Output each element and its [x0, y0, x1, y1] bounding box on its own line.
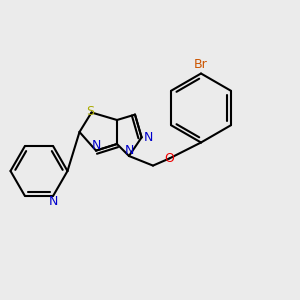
- Text: O: O: [165, 152, 174, 165]
- Text: N: N: [125, 144, 134, 157]
- Text: Br: Br: [194, 58, 208, 71]
- Text: N: N: [144, 131, 154, 144]
- Text: N: N: [49, 195, 58, 208]
- Text: S: S: [86, 105, 94, 119]
- Text: N: N: [91, 139, 101, 152]
